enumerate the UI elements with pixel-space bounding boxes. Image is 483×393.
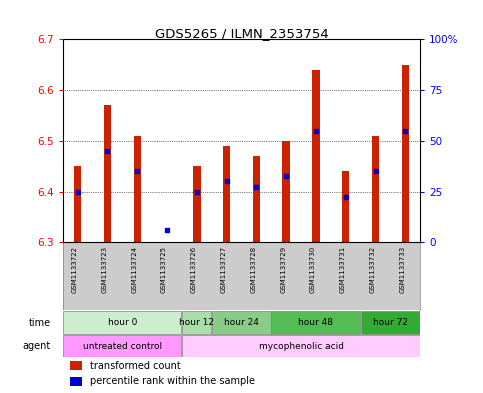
Bar xyxy=(401,65,409,242)
Text: GSM1133727: GSM1133727 xyxy=(221,246,227,293)
Text: agent: agent xyxy=(23,341,51,351)
Bar xyxy=(253,156,260,242)
Bar xyxy=(271,310,360,334)
Text: hour 24: hour 24 xyxy=(224,318,259,327)
Text: GSM1133729: GSM1133729 xyxy=(280,246,286,293)
Bar xyxy=(133,136,141,242)
Bar xyxy=(372,136,379,242)
Bar xyxy=(63,310,181,334)
Bar xyxy=(361,310,420,334)
Bar xyxy=(223,146,230,242)
Bar xyxy=(63,335,181,357)
Bar xyxy=(182,335,420,357)
Bar xyxy=(74,166,82,242)
Bar xyxy=(182,310,211,334)
Text: GSM1133723: GSM1133723 xyxy=(101,246,108,293)
Text: percentile rank within the sample: percentile rank within the sample xyxy=(90,376,255,386)
Text: GSM1133722: GSM1133722 xyxy=(71,246,78,293)
Text: hour 48: hour 48 xyxy=(298,318,333,327)
Text: GSM1133730: GSM1133730 xyxy=(310,246,316,293)
Bar xyxy=(70,361,83,370)
Text: transformed count: transformed count xyxy=(90,361,180,371)
Text: GSM1133725: GSM1133725 xyxy=(161,246,167,293)
Text: GSM1133731: GSM1133731 xyxy=(340,246,346,293)
Text: mycophenolic acid: mycophenolic acid xyxy=(258,342,343,351)
Text: GSM1133732: GSM1133732 xyxy=(369,246,376,293)
Text: GDS5265 / ILMN_2353754: GDS5265 / ILMN_2353754 xyxy=(155,28,328,40)
Bar xyxy=(283,141,290,242)
Bar xyxy=(104,105,111,242)
Text: GSM1133726: GSM1133726 xyxy=(191,246,197,293)
Bar xyxy=(70,377,83,386)
Bar xyxy=(312,70,320,242)
Bar xyxy=(212,310,270,334)
Text: time: time xyxy=(29,318,51,327)
Text: GSM1133724: GSM1133724 xyxy=(131,246,137,293)
Text: untreated control: untreated control xyxy=(83,342,162,351)
Bar xyxy=(342,171,350,242)
Text: GSM1133728: GSM1133728 xyxy=(250,246,256,293)
Text: GSM1133733: GSM1133733 xyxy=(399,246,405,293)
Text: hour 72: hour 72 xyxy=(373,318,408,327)
Text: hour 12: hour 12 xyxy=(179,318,214,327)
Bar xyxy=(193,166,200,242)
Text: hour 0: hour 0 xyxy=(108,318,137,327)
